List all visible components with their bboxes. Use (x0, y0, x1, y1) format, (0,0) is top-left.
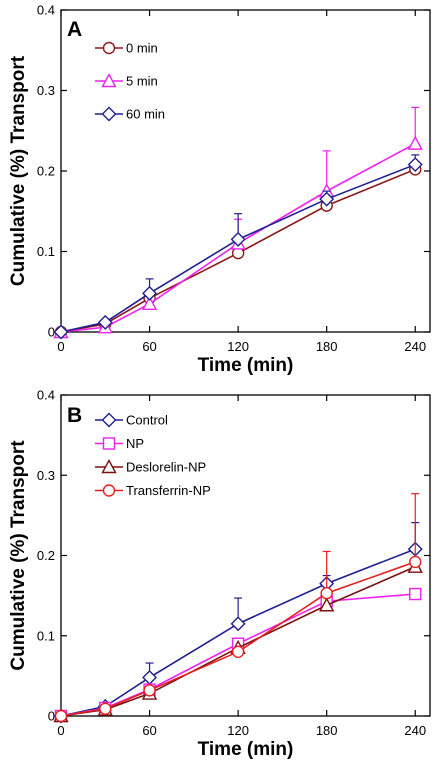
x-tick-label: 180 (316, 339, 338, 354)
y-tick-label: 0.2 (37, 548, 55, 563)
x-tick-label: 60 (142, 723, 156, 738)
series-line (60, 142, 416, 333)
y-axis-label: Cumulative (%) Transport (8, 55, 29, 286)
legend-label: Deslorelin-NP (126, 460, 206, 475)
y-tick-label: 0.3 (37, 83, 55, 98)
x-axis-label: Time (min) (198, 739, 294, 760)
y-tick-label: 0.3 (37, 468, 55, 483)
legend-label: 60 min (126, 107, 165, 122)
y-tick-label: 0.1 (37, 628, 55, 643)
legend-label: Control (126, 413, 168, 428)
plot-frame (60, 9, 431, 333)
y-tick-label: 0 (48, 325, 55, 340)
y-axis-label: Cumulative (%) Transport (8, 440, 29, 671)
series-line (60, 548, 416, 717)
series-control (53, 521, 423, 724)
data-point (142, 285, 158, 301)
data-point (230, 616, 246, 632)
data-point (407, 157, 423, 173)
series-transferrin-np (54, 493, 422, 723)
x-tick-label: 120 (227, 339, 249, 354)
y-tick-label: 0.1 (37, 244, 55, 259)
data-point (97, 314, 113, 330)
series-line (60, 561, 416, 717)
legend-marker (101, 106, 117, 122)
legend-marker (101, 412, 117, 428)
y-tick-label: 0.4 (37, 388, 55, 403)
panel-b: 0 0.1 0.2 0.3 0.4 0 60 120 180 240 Time (min) Cumul… (8, 388, 431, 760)
series-line (60, 168, 416, 333)
y-tick-label: 0 (48, 709, 55, 724)
legend-label: Transferrin-NP (126, 483, 211, 498)
data-point (143, 684, 156, 697)
x-tick-label: 240 (404, 723, 426, 738)
data-point (319, 597, 335, 612)
x-tick-label: 0 (57, 339, 64, 354)
data-point (99, 702, 112, 715)
legend-label: 0 min (126, 41, 158, 56)
panel-a: 0 0.1 0.2 0.3 0.4 0 60 120 180 240 Time (min) Cumul… (8, 3, 431, 376)
y-tick-label: 0.2 (37, 164, 55, 179)
legend-marker (102, 484, 116, 497)
data-point (407, 135, 423, 150)
data-point (409, 587, 422, 601)
x-tick-label: 60 (142, 339, 156, 354)
x-tick-label: 120 (227, 723, 249, 738)
data-point (142, 669, 158, 685)
panel-letter: B (67, 404, 82, 427)
data-point (230, 231, 246, 247)
y-tick-label: 0.4 (37, 3, 55, 18)
legend-marker (101, 73, 117, 88)
data-point (141, 295, 158, 311)
legend-label: NP (126, 436, 144, 451)
x-tick-label: 240 (404, 339, 426, 354)
x-axis-label: Time (min) (198, 355, 294, 376)
legend-marker (102, 437, 116, 450)
data-point (409, 555, 422, 569)
series-line (60, 163, 416, 333)
x-tick-label: 180 (316, 723, 338, 738)
series-deslorelin-np (53, 558, 423, 723)
legend-label: 5 min (126, 74, 158, 89)
data-point (320, 587, 333, 600)
x-tick-label: 0 (57, 723, 64, 738)
series-60-min (53, 154, 423, 340)
panel-letter: A (67, 18, 82, 41)
legend-marker (101, 459, 117, 474)
data-point (54, 709, 68, 723)
series-0-min (54, 163, 422, 339)
legend-marker (102, 41, 116, 55)
data-point (53, 324, 69, 340)
data-point (231, 645, 245, 658)
data-point (319, 191, 335, 207)
